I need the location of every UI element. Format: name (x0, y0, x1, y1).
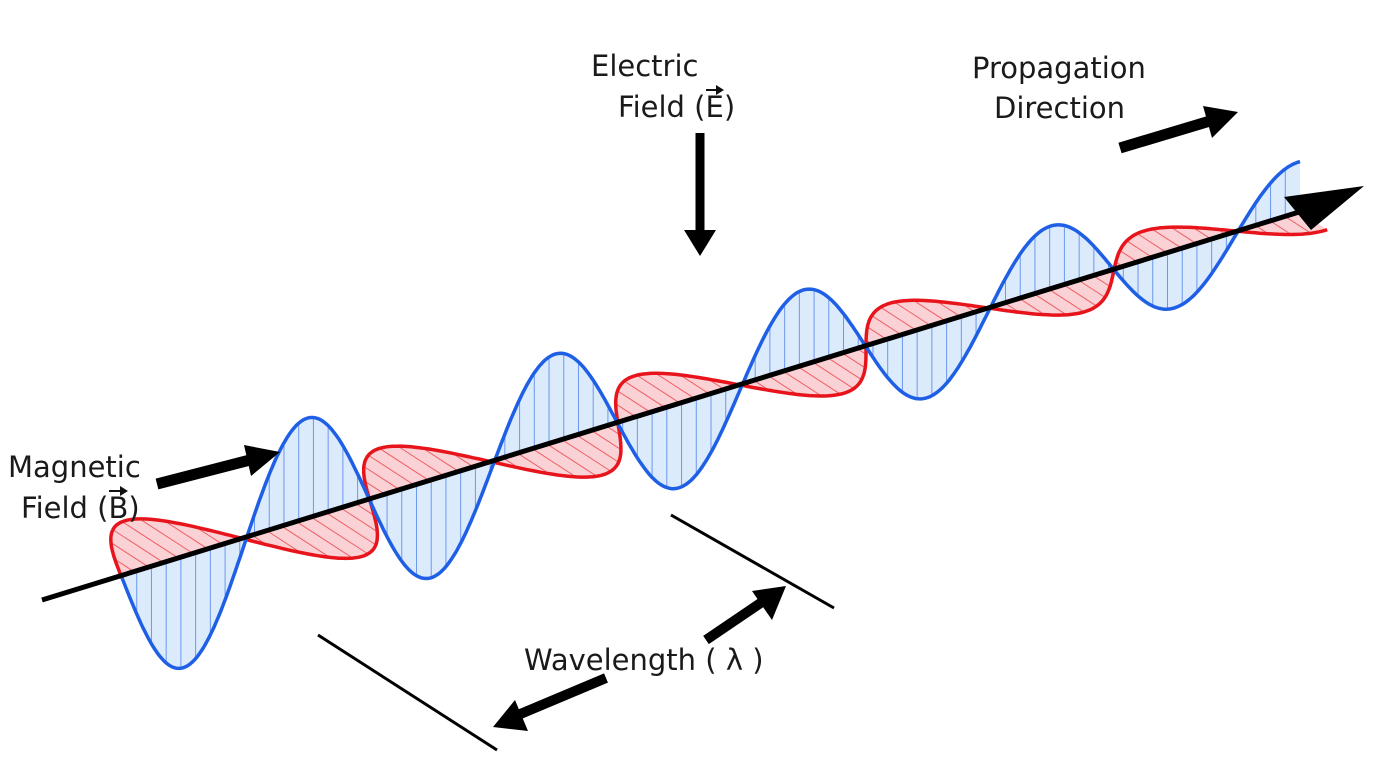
magnetic-line1: Magnetic (8, 450, 141, 484)
wave-layer (111, 162, 1327, 669)
electric-field-line1: Electric (591, 49, 698, 83)
electric-pointer-head (684, 230, 716, 256)
propagation-arrow-head (1203, 106, 1238, 138)
lambda-symbol: λ (726, 643, 743, 677)
magnetic-vector-symbol: B (108, 488, 128, 528)
propagation-axis (42, 204, 1325, 600)
magnetic-field-label-line2: Field (B) (21, 488, 140, 528)
propagation-label-line1: Propagation (972, 48, 1146, 88)
wavelength-label: Wavelength ( λ ) (524, 640, 764, 680)
electric-field-label-line2: Field (E) (618, 87, 735, 127)
propagation-label-line2: Direction (994, 88, 1125, 128)
magnetic-field-label-line1: Magnetic (8, 447, 141, 487)
magnetic-arrow-shaft (157, 460, 250, 484)
propagation-line2: Direction (994, 91, 1125, 125)
electric-field-label: Electric (591, 46, 698, 86)
wavelength-marker-left (318, 635, 497, 750)
electric-field-line2: Field (618, 90, 685, 124)
wavelength-text: Wavelength (524, 643, 696, 677)
wavelength-arrow-left-shaft (518, 678, 606, 715)
wavelength-arrow-right-shaft (706, 602, 762, 640)
propagation-line1: Propagation (972, 51, 1146, 85)
propagation-arrow-shaft (1120, 121, 1210, 148)
electric-vector-symbol: E (705, 87, 723, 127)
magnetic-line2: Field (21, 491, 88, 525)
wavelength-marker-right (671, 515, 834, 608)
